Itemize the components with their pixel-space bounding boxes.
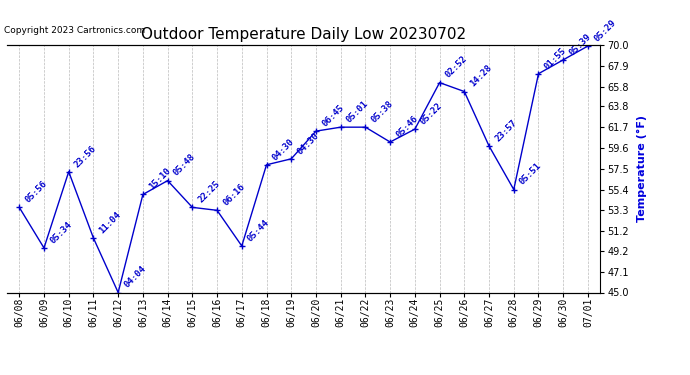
Text: 01:55: 01:55 (542, 46, 568, 71)
Text: 06:45: 06:45 (320, 103, 346, 128)
Text: 22:25: 22:25 (197, 179, 222, 205)
Text: 23:57: 23:57 (493, 118, 519, 143)
Text: 14:28: 14:28 (469, 63, 494, 89)
Y-axis label: Temperature (°F): Temperature (°F) (638, 115, 647, 222)
Text: 05:48: 05:48 (172, 153, 197, 178)
Text: 05:44: 05:44 (246, 218, 271, 243)
Text: 04:30: 04:30 (270, 136, 296, 162)
Title: Outdoor Temperature Daily Low 20230702: Outdoor Temperature Daily Low 20230702 (141, 27, 466, 42)
Text: 05:46: 05:46 (394, 114, 420, 139)
Text: 02:52: 02:52 (444, 54, 469, 80)
Text: 05:51: 05:51 (518, 161, 543, 187)
Text: 23:56: 23:56 (73, 144, 98, 169)
Text: Copyright 2023 Cartronics.com: Copyright 2023 Cartronics.com (4, 26, 145, 35)
Text: 05:34: 05:34 (48, 220, 74, 245)
Text: 06:16: 06:16 (221, 182, 246, 207)
Text: 11:04: 11:04 (97, 210, 123, 235)
Text: 05:01: 05:01 (345, 99, 371, 124)
Text: 04:04: 04:04 (122, 264, 148, 290)
Text: 05:38: 05:38 (370, 99, 395, 124)
Text: 05:39: 05:39 (567, 32, 593, 57)
Text: 05:56: 05:56 (23, 179, 49, 205)
Text: 15:10: 15:10 (147, 166, 172, 192)
Text: 05:22: 05:22 (419, 101, 444, 126)
Text: 05:29: 05:29 (592, 18, 618, 43)
Text: 04:30: 04:30 (295, 131, 321, 156)
